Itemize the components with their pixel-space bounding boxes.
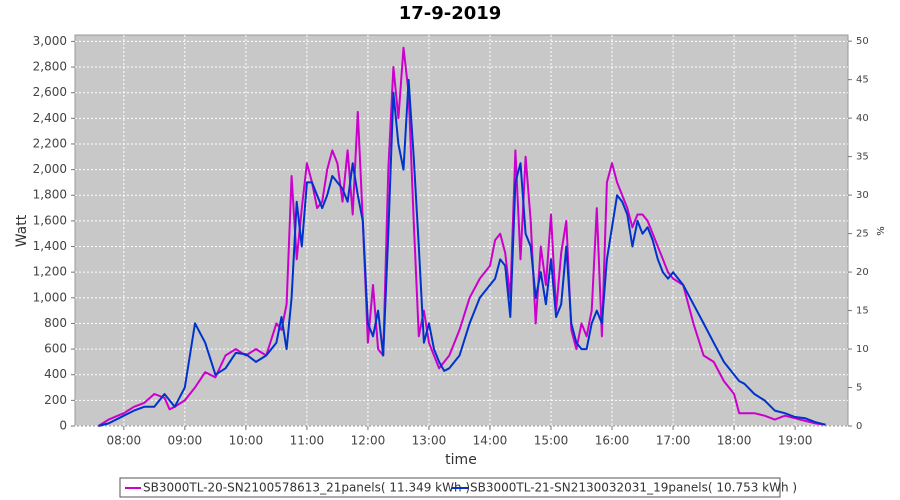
series-line <box>97 46 826 427</box>
y-tick-label: 2,000 <box>33 162 67 176</box>
y-tick-label: 1,600 <box>33 213 67 227</box>
y2-tick-label: 30 <box>856 190 869 201</box>
y2-tick-label: 0 <box>856 421 862 432</box>
x-tick-label: 11:00 <box>290 434 325 448</box>
plot-area <box>74 34 849 427</box>
y-tick-label: 1,400 <box>33 239 67 253</box>
y-tick-label: 1,200 <box>33 265 67 279</box>
y2-axis-title: % <box>876 226 887 236</box>
y-tick-label: 800 <box>44 316 67 330</box>
x-tick-label: 09:00 <box>168 434 203 448</box>
x-tick-label: 15:00 <box>534 434 569 448</box>
y-axis-title: Watt <box>14 214 30 247</box>
y2-tick-label: 50 <box>856 36 869 47</box>
y-tick-label: 2,600 <box>33 85 67 99</box>
y2-tick-label: 25 <box>856 229 869 240</box>
y-tick-label: 2,200 <box>33 136 67 150</box>
y-tick-label: 1,000 <box>33 290 67 304</box>
legend-box <box>119 477 781 498</box>
y2-tick-label: 15 <box>856 306 869 317</box>
y2-tick-label: 35 <box>856 152 869 163</box>
x-axis-title: time <box>445 452 477 468</box>
x-tick-label: 17:00 <box>656 434 691 448</box>
series-line <box>98 78 826 427</box>
x-tick-label: 16:00 <box>595 434 630 448</box>
y2-tick-label: 45 <box>856 75 869 86</box>
y-tick-label: 2,800 <box>33 60 67 74</box>
y-tick-label: 3,000 <box>33 34 67 48</box>
x-tick-label: 12:00 <box>351 434 386 448</box>
y-tick-label: 600 <box>44 342 67 356</box>
legend-label: SB3000TL-20-SN2100578613_21panels( 11.34… <box>143 481 470 495</box>
y-tick-label: 1,800 <box>33 188 67 202</box>
x-tick-label: 19:00 <box>778 434 813 448</box>
y2-tick-label: 40 <box>856 113 869 124</box>
legend-label: SB3000TL-21-SN2130032031_19panels( 10.75… <box>470 481 797 495</box>
y2-tick-label: 20 <box>856 267 869 278</box>
x-tick-label: 14:00 <box>473 434 508 448</box>
x-tick-label: 10:00 <box>229 434 264 448</box>
x-tick-label: 08:00 <box>107 434 142 448</box>
y2-tick-label: 5 <box>856 383 862 394</box>
y2-tick-label: 10 <box>856 344 869 355</box>
chart-title: 17-9-2019 <box>399 3 502 24</box>
y-tick-label: 200 <box>44 393 67 407</box>
x-tick-label: 13:00 <box>412 434 447 448</box>
y-tick-label: 0 <box>59 419 67 433</box>
y-tick-label: 2,400 <box>33 111 67 125</box>
x-tick-label: 18:00 <box>717 434 752 448</box>
y-tick-label: 400 <box>44 367 67 381</box>
